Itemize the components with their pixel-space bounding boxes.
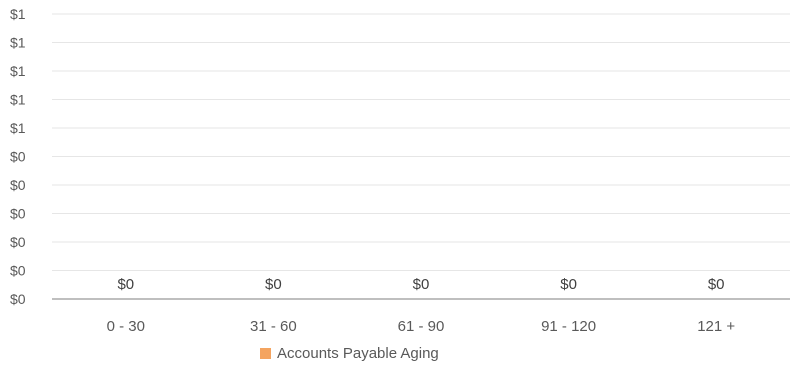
y-tick-label: $0: [10, 177, 26, 193]
data-label: $0: [708, 276, 725, 293]
y-tick-label: $0: [10, 291, 26, 307]
x-tick-label: 0 - 30: [107, 318, 145, 335]
y-tick-label: $1: [10, 92, 26, 108]
y-tick-label: $0: [10, 206, 26, 222]
x-tick-label: 91 - 120: [541, 318, 596, 335]
x-tick-label: 31 - 60: [250, 318, 297, 335]
legend-swatch: [260, 348, 271, 359]
y-tick-label: $0: [10, 263, 26, 279]
x-axis-categories: 0 - 30 31 - 60 61 - 90 91 - 120 121 +: [107, 318, 736, 335]
data-label: $0: [265, 276, 282, 293]
y-tick-label: $1: [10, 6, 26, 22]
y-tick-label: $0: [10, 149, 26, 165]
data-label: $0: [560, 276, 577, 293]
legend: Accounts Payable Aging: [260, 345, 439, 362]
gridlines: [52, 13, 790, 271]
data-labels: $0 $0 $0 $0 $0: [117, 276, 724, 293]
legend-label: Accounts Payable Aging: [277, 345, 439, 362]
y-tick-label: $1: [10, 120, 26, 136]
y-tick-label: $1: [10, 63, 26, 79]
data-label: $0: [117, 276, 134, 293]
y-axis-ticks: $0 $0 $0 $0 $0 $0 $1 $1 $1 $1 $1: [10, 6, 26, 307]
x-tick-label: 121 +: [697, 318, 735, 335]
data-label: $0: [413, 276, 430, 293]
y-tick-label: $1: [10, 35, 26, 51]
x-tick-label: 61 - 90: [398, 318, 445, 335]
y-tick-label: $0: [10, 234, 26, 250]
